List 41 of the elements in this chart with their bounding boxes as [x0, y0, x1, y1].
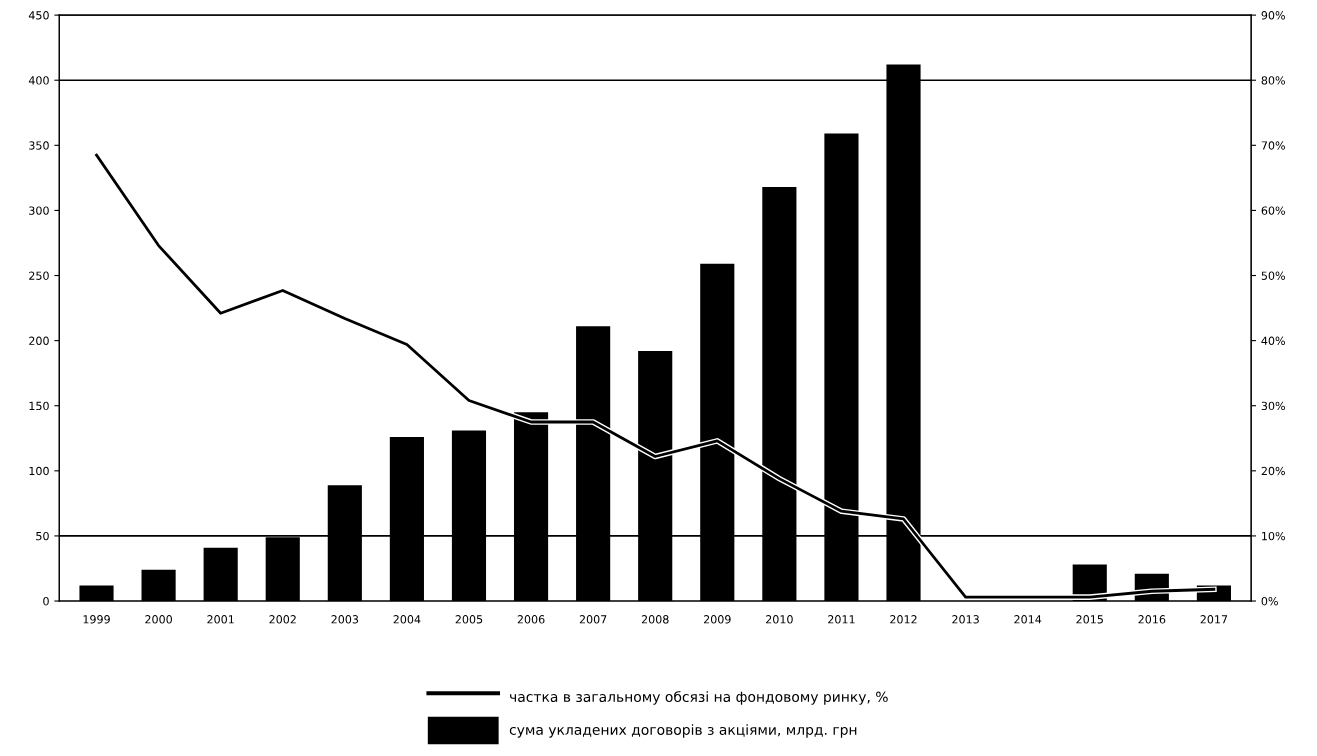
- y2-tick-label: 20%: [1261, 466, 1285, 476]
- x-tick-label: 2015: [1076, 615, 1103, 624]
- legend-label: сума укладених договорів з акціями, млрд. грн: [509, 724, 857, 738]
- y2-tick-label: 60%: [1261, 206, 1285, 215]
- y-tick-label: 300: [29, 206, 49, 215]
- x-tick-label: 2014: [1014, 615, 1042, 624]
- y-tick-label: 450: [28, 11, 49, 20]
- y-tick-label: 150: [29, 401, 49, 411]
- x-tick-label: 1999: [83, 615, 110, 624]
- y2-tick-label: 40%: [1261, 336, 1285, 345]
- x-tick-label: 2009: [703, 615, 731, 624]
- x-tick-label: 2017: [1200, 615, 1228, 624]
- y-tick-label: 350: [29, 141, 49, 150]
- y-tick-label: 50: [36, 531, 49, 541]
- x-tick-label: 2003: [331, 615, 359, 624]
- y2-tick-label: 0%: [1261, 596, 1278, 606]
- x-tick-label: 2007: [579, 615, 607, 624]
- y-tick-label: 200: [29, 336, 49, 345]
- x-tick-label: 2011: [828, 615, 855, 624]
- x-tick-label: 2002: [269, 615, 296, 624]
- y-tick-label: 400: [28, 76, 49, 85]
- x-tick-label: 2005: [455, 615, 483, 624]
- x-tick-label: 2013: [952, 615, 979, 624]
- x-tick-label: 2008: [641, 615, 669, 624]
- y2-tick-label: 10%: [1262, 531, 1285, 541]
- x-tick-label: 2000: [145, 615, 172, 624]
- y-tick-label: 100: [29, 466, 49, 476]
- x-tick-label: 2016: [1138, 615, 1166, 624]
- y-tick-label: 0: [43, 596, 49, 606]
- y2-tick-label: 90%: [1261, 11, 1285, 20]
- x-tick-label: 2006: [517, 615, 545, 624]
- y-tick-label: 250: [29, 271, 49, 280]
- x-tick-label: 2012: [890, 615, 917, 624]
- y2-tick-label: 70%: [1261, 141, 1285, 150]
- y2-tick-label: 30%: [1261, 401, 1285, 411]
- y2-tick-label: 50%: [1261, 271, 1285, 280]
- x-tick-label: 2010: [766, 615, 793, 624]
- legend-label: частка в загальному обсязі на фондовому ринку, %: [510, 691, 888, 705]
- y2-tick-label: 80%: [1261, 76, 1285, 85]
- x-tick-label: 2004: [393, 615, 421, 624]
- x-tick-label: 2001: [207, 615, 234, 624]
